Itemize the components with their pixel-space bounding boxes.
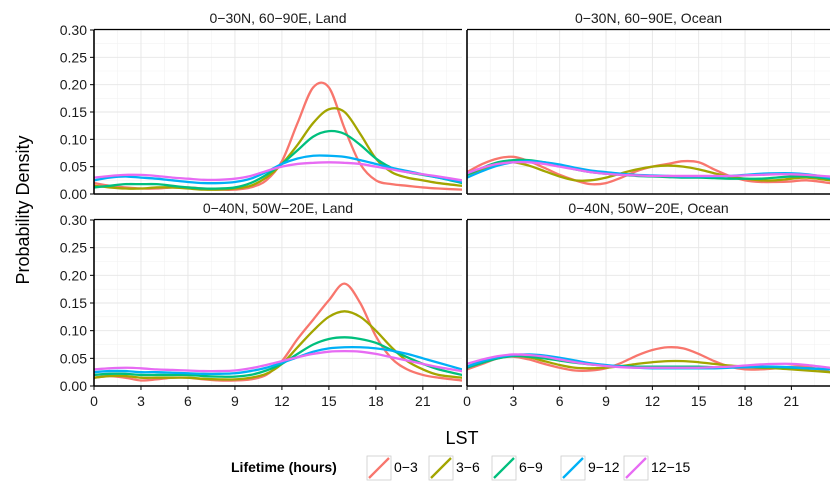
y-tick-label: 0.15 bbox=[60, 104, 87, 120]
y-tick-label: 0.30 bbox=[60, 22, 87, 38]
x-tick-label: 21 bbox=[784, 393, 800, 409]
x-tick-label: 3 bbox=[137, 393, 145, 409]
x-tick-label: 15 bbox=[321, 393, 337, 409]
legend-swatch bbox=[562, 457, 584, 479]
y-tick-label: 0.25 bbox=[60, 240, 87, 256]
series-line-3-6 bbox=[94, 310, 462, 381]
legend-item: 0−3 bbox=[366, 455, 418, 481]
y-tick-label: 0.10 bbox=[60, 323, 87, 339]
facet-strip bbox=[467, 8, 830, 30]
y-tick-label: 0.15 bbox=[60, 295, 87, 311]
series-line-12-15 bbox=[94, 161, 462, 182]
series-line-12-15 bbox=[467, 160, 830, 178]
legend-label: 3−6 bbox=[456, 459, 480, 475]
legend-item: 12−15 bbox=[623, 455, 691, 481]
legend-label: 6−9 bbox=[519, 459, 543, 475]
x-tick-label: 6 bbox=[556, 393, 564, 409]
y-tick-label: 0.00 bbox=[60, 378, 87, 394]
x-tick-label: 6 bbox=[184, 393, 192, 409]
series-line-12-15 bbox=[467, 353, 830, 369]
series-group bbox=[467, 346, 830, 374]
x-tick-label: 0 bbox=[463, 393, 471, 409]
facet-title: 0−30N, 60−90E, Land bbox=[209, 10, 346, 26]
series-line-9-12 bbox=[94, 345, 462, 376]
facet-strip bbox=[94, 8, 462, 30]
x-tick-label: 12 bbox=[645, 393, 661, 409]
series-line-3-6 bbox=[94, 107, 462, 191]
x-tick-label: 18 bbox=[737, 393, 753, 409]
x-tick-label: 15 bbox=[691, 393, 707, 409]
series-group bbox=[94, 81, 462, 191]
facet-panel: 0−40N, 50W−20E, Land 0.00 0.05 0.10 0.15 0.20… bbox=[60, 198, 462, 409]
legend-title: Lifetime (hours) bbox=[231, 459, 337, 475]
x-tick-label: 21 bbox=[415, 393, 431, 409]
series-group bbox=[94, 282, 462, 382]
y-tick-label: 0.20 bbox=[60, 267, 87, 283]
facet-panel: 0−40N, 50W−20E, Ocean 0 3 6 9 12 15 18 21 bbox=[463, 198, 830, 409]
x-tick-label: 3 bbox=[509, 393, 517, 409]
legend-label: 12−15 bbox=[651, 459, 691, 475]
legend-swatch bbox=[430, 457, 452, 479]
x-tick-label: 18 bbox=[368, 393, 384, 409]
legend-swatch bbox=[368, 457, 390, 479]
legend-label: 0−3 bbox=[394, 459, 418, 475]
facet-title: 0−40N, 50W−20E, Land bbox=[203, 200, 353, 216]
y-tick-label: 0.30 bbox=[60, 212, 87, 228]
legend-swatch bbox=[625, 457, 647, 479]
x-tick-label: 9 bbox=[602, 393, 610, 409]
facet-panel: 0−30N, 60−90E, Ocean bbox=[466, 8, 830, 195]
x-tick-label: 0 bbox=[90, 393, 98, 409]
y-tick-label: 0.05 bbox=[60, 350, 87, 366]
legend: Lifetime (hours) 0−3 3−6 6−9 9−12 12−15 bbox=[231, 455, 691, 481]
x-tick-label: 9 bbox=[231, 393, 239, 409]
facet-title: 0−40N, 50W−20E, Ocean bbox=[568, 200, 728, 216]
series-line-0-3 bbox=[467, 346, 830, 374]
legend-label: 9−12 bbox=[588, 459, 620, 475]
legend-item: 9−12 bbox=[560, 455, 620, 481]
facet-panels: 0−30N, 60−90E, Land0.000.050.100.150.200… bbox=[60, 8, 830, 409]
legend-swatch bbox=[493, 457, 515, 479]
facet-panel: 0−30N, 60−90E, Land 0.00 0.05 0.10 0.15 0.20 0… bbox=[60, 8, 462, 202]
series-line-12-15 bbox=[94, 349, 462, 373]
y-tick-label: 0.10 bbox=[60, 131, 87, 147]
facet-strip bbox=[94, 198, 462, 220]
x-tick-label: 12 bbox=[274, 393, 290, 409]
y-tick-label: 0.00 bbox=[60, 186, 87, 202]
y-tick-label: 0.25 bbox=[60, 49, 87, 65]
legend-item: 3−6 bbox=[428, 455, 480, 481]
y-tick-label: 0.05 bbox=[60, 159, 87, 175]
facet-title: 0−30N, 60−90E, Ocean bbox=[575, 10, 722, 26]
y-axis-title: Probability Density bbox=[13, 135, 33, 284]
series-group bbox=[467, 155, 830, 186]
x-axis-title: LST bbox=[445, 428, 478, 448]
facet-strip bbox=[467, 198, 830, 220]
legend-item: 6−9 bbox=[491, 455, 543, 481]
y-tick-label: 0.20 bbox=[60, 77, 87, 93]
series-line-3-6 bbox=[467, 161, 830, 182]
